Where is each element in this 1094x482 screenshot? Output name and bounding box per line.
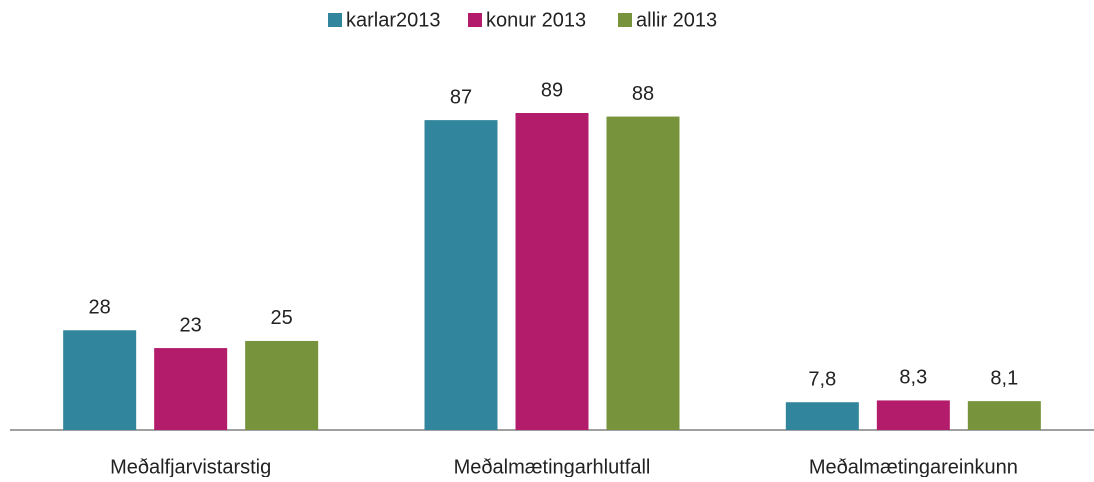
- bar: [63, 330, 137, 430]
- bar: [785, 402, 859, 430]
- value-label: 23: [180, 314, 202, 336]
- value-label: 8,1: [990, 367, 1018, 389]
- value-label: 89: [541, 79, 563, 101]
- x-tick-label: Meðalmætingareinkunn: [809, 456, 1018, 477]
- bar: [515, 113, 589, 430]
- value-label: 28: [89, 297, 111, 319]
- legend-label: konur 2013: [486, 9, 586, 31]
- x-tick-label: Meðalfjarvistarstig: [110, 456, 271, 477]
- legend-label: allir 2013: [636, 9, 717, 31]
- legend-label: karlar2013: [346, 9, 441, 31]
- legend-swatch: [468, 13, 482, 27]
- legend-swatch: [328, 13, 342, 27]
- x-tick-label: Meðalmætingarhlutfall: [454, 456, 651, 477]
- legend-swatch: [618, 13, 632, 27]
- bar: [876, 400, 950, 430]
- value-label: 8,3: [899, 367, 927, 389]
- bar: [967, 401, 1041, 430]
- bar: [154, 348, 228, 430]
- value-label: 25: [271, 307, 293, 329]
- value-label: 7,8: [808, 368, 836, 390]
- bar: [606, 116, 680, 430]
- value-label: 87: [450, 86, 472, 108]
- value-label: 88: [632, 83, 654, 105]
- bar: [245, 340, 319, 430]
- bar: [424, 120, 498, 430]
